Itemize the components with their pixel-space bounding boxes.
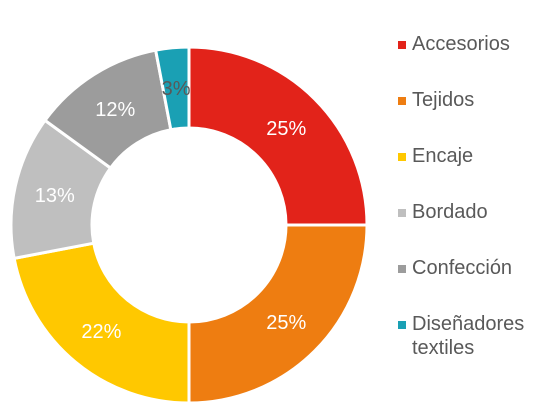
legend-item-3: Encaje [398, 144, 558, 168]
legend-label: Encaje [412, 145, 474, 167]
data-label-5: 12% [95, 99, 135, 121]
legend-swatch [398, 41, 406, 49]
legend-item-2: Tejidos [398, 88, 558, 112]
data-label-1: 25% [266, 118, 306, 140]
legend-label: Confección [412, 257, 513, 279]
donut-plot: 25% 25% 22% 13% 12% 3% [9, 45, 369, 403]
data-label-4: 13% [35, 185, 75, 207]
slice-1 [187, 45, 369, 227]
legend-swatch [398, 265, 406, 273]
slice-2 [187, 223, 369, 403]
legend-label: Accesorios [412, 33, 510, 55]
legend-swatch [398, 321, 406, 329]
legend-label: Diseñadores textiles [412, 313, 525, 359]
legend-label: Tejidos [412, 89, 475, 111]
legend-item-4: Bordado [398, 200, 558, 224]
legend-item-1: Accesorios [398, 32, 558, 56]
slice-6 [153, 45, 191, 132]
data-label-6: 3% [162, 78, 191, 100]
slice-3 [12, 241, 191, 403]
legend-swatch [398, 209, 406, 217]
data-label-2: 25% [266, 312, 306, 334]
legend-item-6: Diseñadores textiles [398, 312, 558, 360]
legend-swatch [398, 97, 406, 105]
legend-label: Bordado [412, 201, 488, 223]
legend-swatch [398, 153, 406, 161]
legend: Accesorios Tejidos Encaje Bordado Confección… [398, 32, 558, 392]
data-label-3: 22% [81, 321, 121, 343]
legend-item-5: Confección [398, 256, 558, 280]
